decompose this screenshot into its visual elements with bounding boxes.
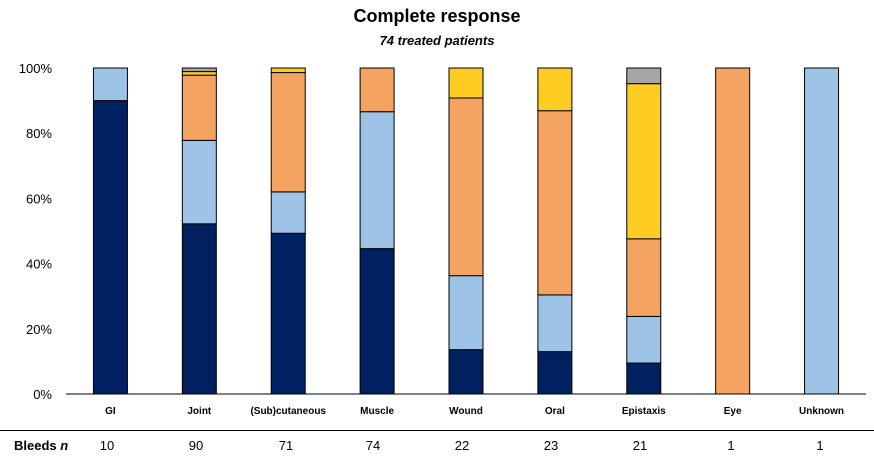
bleeds-value: 1 [727,438,735,453]
stacked-bar-chart: 0% 20% 40% 60% 80% 100% GI Joint (Sub)cutaneous M… [19,61,866,417]
bar-segment [537,351,573,395]
x-tick-label: Oral [545,406,565,417]
bar-segment [537,67,573,112]
bleeds-value: 23 [543,438,559,453]
bar-segment [626,362,662,395]
bar-segment [181,67,217,73]
bleeds-value: 90 [188,438,204,453]
x-tick-label: (Sub)cutaneous [250,406,326,417]
y-tick-label: 40% [26,257,52,272]
bar-segment [359,111,395,250]
bleeds-value: 1 [816,438,824,453]
bar-segment [270,232,306,395]
bar-segment [181,74,217,141]
bar-segment [270,67,306,74]
bar-segment [448,349,484,395]
bar-segment [626,315,662,364]
x-tick-label: GI [105,406,116,417]
bar-segment [92,100,128,395]
bleeds-count-row: Bleeds n 10 90 71 74 22 23 21 1 1 [0,430,874,457]
x-tick-label: Joint [187,406,212,417]
bleeds-value: 21 [632,438,648,453]
bar-segment [92,67,128,102]
bar-segment [715,67,751,395]
bar-segment [626,83,662,240]
bar-segment [359,67,395,113]
bleeds-value: 71 [278,438,294,453]
y-tick-label: 60% [26,191,52,206]
x-tick-label: Unknown [799,406,844,417]
y-tick-label: 80% [26,126,52,141]
bar-segment [537,110,573,296]
x-tick-label: Epistaxis [622,406,666,417]
chart-subtitle: 74 treated patients [379,33,495,48]
bar-segment [270,72,306,193]
y-tick-label: 100% [19,61,53,76]
bar-segment [537,294,573,353]
bleeds-value: 74 [365,438,381,453]
bar-segment [448,67,484,99]
bar-segment [270,191,306,234]
bar-segment [181,139,217,225]
bleeds-value: 22 [454,438,470,453]
y-tick-label: 20% [26,322,52,337]
bar-segment [359,248,395,395]
chart-title: Complete response [353,6,521,26]
bar-segment [626,238,662,317]
y-tick-label: 0% [33,387,52,402]
bar-segment [181,223,217,395]
bar-segment [448,97,484,277]
x-tick-label: Muscle [360,406,394,417]
bleeds-row-label: Bleeds n [14,438,69,453]
bar-segment [448,275,484,351]
bar-segment [626,67,662,85]
x-tick-label: Wound [449,406,483,417]
bar-segment [804,67,840,395]
x-tick-label: Eye [724,406,742,417]
bleeds-value: 10 [99,438,115,453]
bar-segment [181,71,217,76]
